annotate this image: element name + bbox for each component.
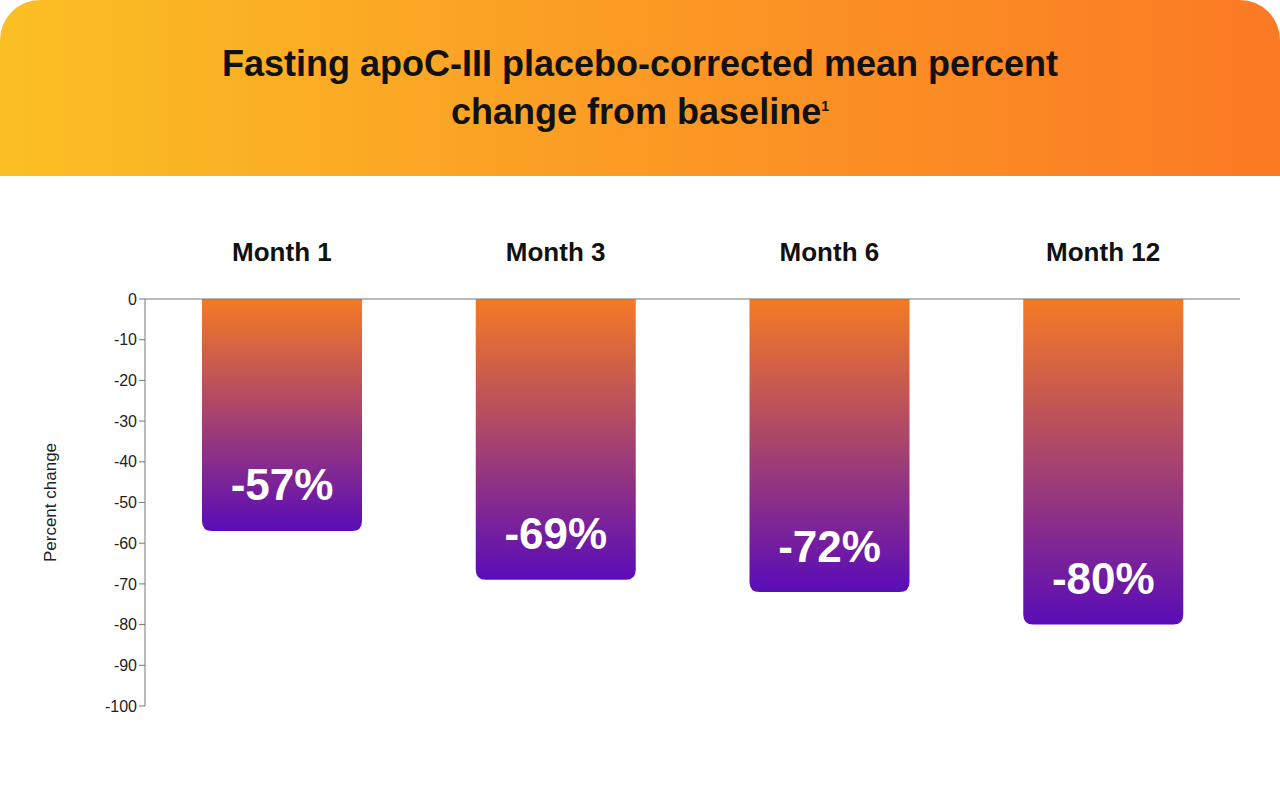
svg-text:-69%: -69% [504, 509, 607, 558]
svg-text:Month 1: Month 1 [232, 237, 332, 267]
svg-text:-30: -30 [114, 413, 137, 430]
html-text:Fasting apoC-III placebo-corre: Fasting apoC-III placebo-corrected mean … [221, 43, 1059, 132]
svg-text:Month 3: Month 3 [506, 237, 606, 267]
svg-text:-40: -40 [114, 453, 137, 470]
svg-text:Month 6: Month 6 [780, 237, 880, 267]
svg-text:-10: -10 [114, 331, 137, 348]
svg-text:Percent change: Percent change [41, 443, 60, 562]
svg-text:Month 12: Month 12 [1046, 237, 1160, 267]
svg-text:-80: -80 [114, 616, 137, 633]
html-text:1: 1 [821, 98, 829, 114]
svg-text:-57%: -57% [231, 460, 334, 509]
svg-text:-70: -70 [114, 576, 137, 593]
svg-text:-90: -90 [114, 657, 137, 674]
svg-text:-60: -60 [114, 535, 137, 552]
svg-text:0: 0 [128, 291, 137, 308]
svg-text:-50: -50 [114, 494, 137, 511]
svg-text:-72%: -72% [778, 522, 881, 571]
svg-text:-20: -20 [114, 372, 137, 389]
svg-text:-80%: -80% [1052, 554, 1155, 603]
svg-text:-100: -100 [105, 698, 137, 715]
